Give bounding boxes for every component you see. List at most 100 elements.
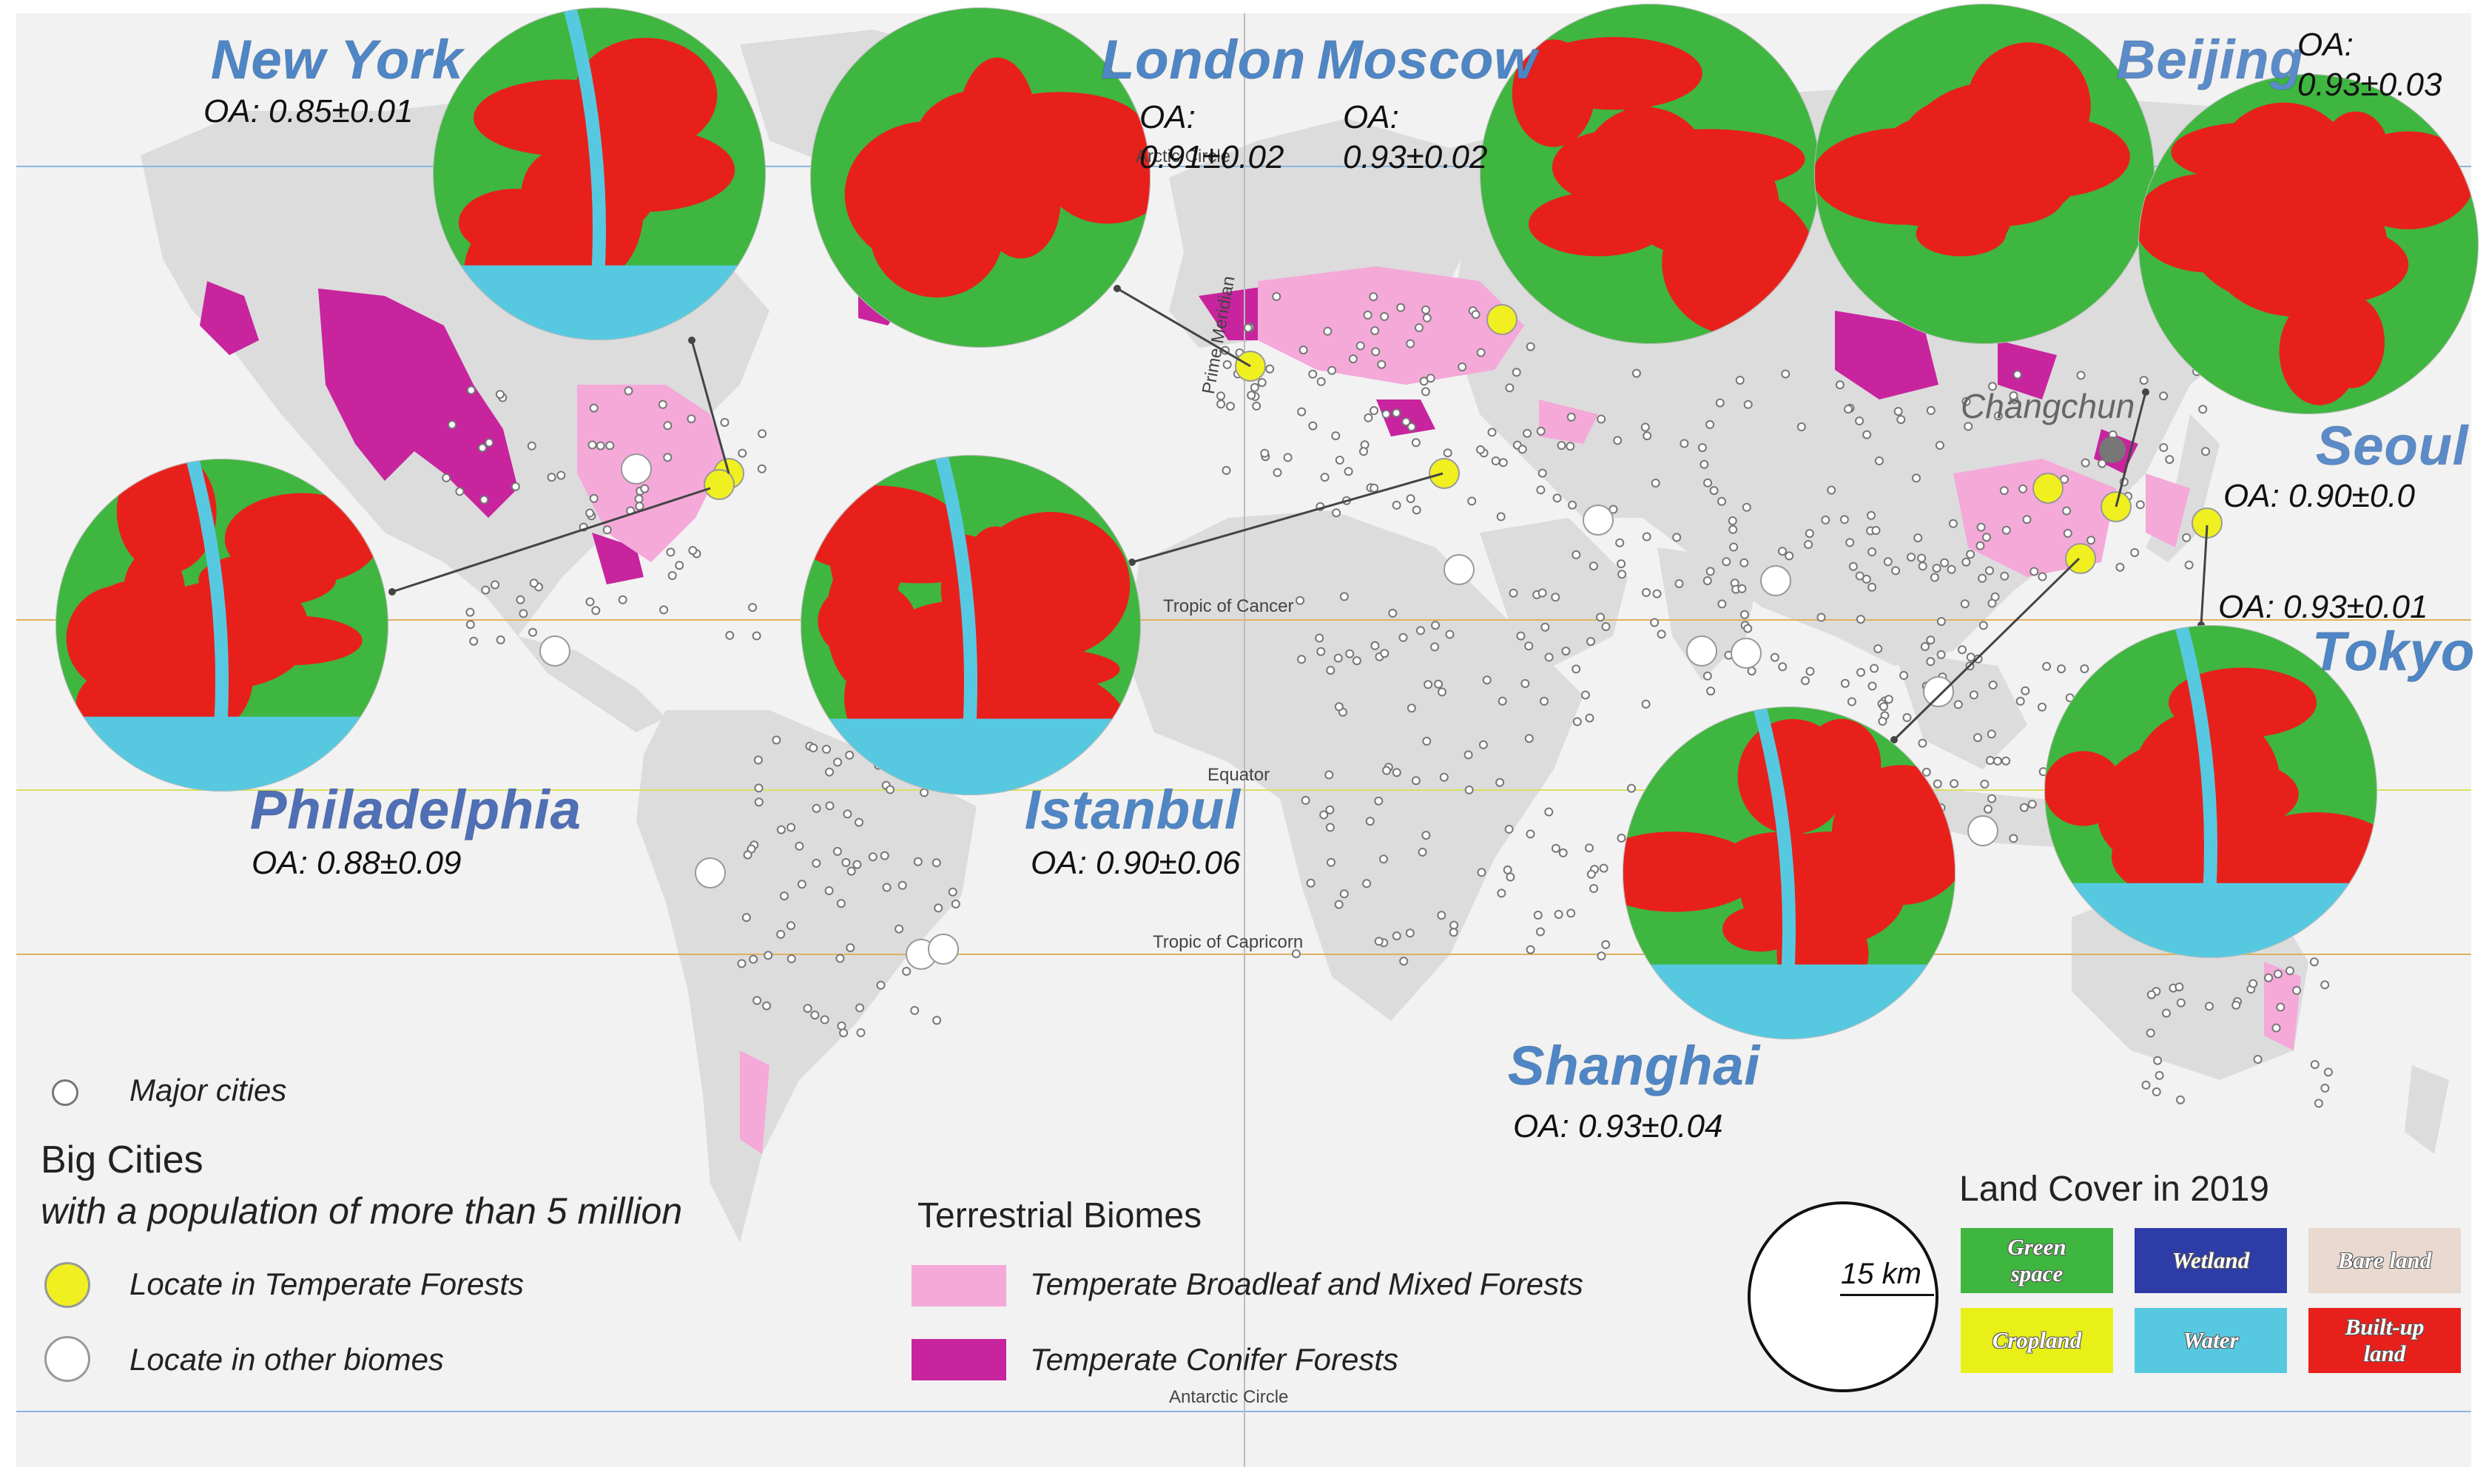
major-city-marker <box>1301 795 1310 805</box>
major-city-marker <box>1526 342 1535 351</box>
major-city-marker <box>1709 486 1719 496</box>
major-city-marker <box>1374 937 1384 946</box>
major-city-marker <box>1544 652 1554 662</box>
major-city-marker <box>1613 436 1623 445</box>
oa-tokyo: OA: 0.93±0.01 <box>2218 589 2428 625</box>
major-city-marker <box>1566 442 1575 451</box>
major-city-marker <box>1641 699 1651 709</box>
major-city-marker <box>2009 834 2018 843</box>
major-city-marker <box>786 921 795 931</box>
major-city-marker <box>1411 776 1421 786</box>
major-city-marker <box>1247 391 1256 400</box>
major-city-marker <box>585 508 595 518</box>
major-city-marker <box>1283 453 1293 462</box>
major-city-marker <box>2175 982 2184 992</box>
legend-conifer-label: Temperate Conifer Forests <box>1030 1342 1398 1377</box>
major-city-marker <box>1873 644 1883 653</box>
major-city-marker <box>1363 310 1372 320</box>
major-city-marker <box>1932 564 1941 573</box>
major-city-marker <box>1651 479 1660 488</box>
major-city-marker <box>1856 667 1865 677</box>
major-city-marker <box>1785 551 1794 561</box>
land-cover-inset-london <box>810 7 1151 348</box>
major-city-marker <box>1415 323 1424 332</box>
major-city-marker <box>1973 733 1982 743</box>
oa-philadelphia: OA: 0.88±0.09 <box>252 845 462 881</box>
major-city-marker <box>1878 717 1887 726</box>
major-city-marker <box>1596 613 1605 622</box>
major-city-marker <box>2320 1083 2330 1093</box>
land-cover-inset-seoul <box>2138 74 2479 414</box>
major-city-marker <box>1370 406 1378 415</box>
major-city-marker <box>2264 973 2274 982</box>
major-city-marker <box>1933 779 1942 789</box>
oa-london: OA: 0.91±0.02 <box>1139 99 1284 175</box>
major-city-marker <box>1260 448 1270 458</box>
major-city-marker <box>2139 376 2149 385</box>
major-city-marker <box>1392 768 1401 778</box>
major-city-marker <box>856 1028 866 1037</box>
major-city-marker <box>547 473 556 482</box>
major-city-marker <box>1308 369 1318 379</box>
major-city-marker <box>1222 465 1231 475</box>
major-city-marker <box>2062 506 2072 516</box>
legend-broadleaf-label: Temperate Broadleaf and Mixed Forests <box>1030 1267 1583 1301</box>
city-name-beijing: Beijing <box>2116 29 2304 91</box>
major-city-marker <box>448 420 457 430</box>
major-city-marker <box>1961 557 1971 567</box>
major-city-marker <box>1566 412 1576 422</box>
major-city-marker <box>2198 405 2208 414</box>
oa-shanghai: OA: 0.93±0.04 <box>1513 1108 1723 1144</box>
major-city-marker <box>1976 522 1986 532</box>
major-city-marker <box>2098 459 2107 468</box>
major-city-marker <box>2248 979 2258 988</box>
major-city-marker <box>2176 998 2186 1008</box>
major-city-marker <box>1918 561 1927 571</box>
major-city-marker <box>1697 443 1707 453</box>
major-city-marker <box>1597 414 1606 424</box>
major-city-marker <box>2063 528 2072 538</box>
major-city-marker <box>602 525 612 535</box>
major-city-marker <box>2162 1008 2171 1018</box>
major-city-marker <box>825 801 835 811</box>
major-city-marker <box>2155 1070 2164 1080</box>
major-city-marker <box>2205 1002 2214 1011</box>
major-city-marker <box>1827 485 1836 495</box>
oa-new-york: OA: 0.85±0.01 <box>203 93 414 129</box>
major-city-marker <box>1926 405 1936 415</box>
connector-arrowhead <box>388 588 396 596</box>
major-city-marker <box>752 996 762 1005</box>
major-city-marker <box>1896 415 1906 425</box>
major-city-marker <box>1953 700 1963 709</box>
major-city-marker <box>754 797 764 807</box>
major-city-marker <box>812 858 821 868</box>
major-city-marker <box>2314 1099 2323 1108</box>
major-city-marker <box>1988 681 1998 689</box>
major-city-marker <box>720 418 730 427</box>
major-city-marker <box>1540 622 1550 632</box>
major-city-marker <box>1398 633 1408 642</box>
major-city-marker <box>835 954 845 963</box>
major-city-marker <box>2022 515 2032 525</box>
major-city-marker <box>2019 803 2029 812</box>
major-city-marker <box>1327 365 1337 375</box>
major-city-marker <box>1936 617 1946 627</box>
major-city-marker <box>635 502 644 511</box>
major-city-marker <box>824 886 834 895</box>
major-city-marker <box>2292 985 2302 995</box>
major-city-marker <box>1893 407 1903 416</box>
legend-broadleaf-swatch <box>912 1265 1006 1306</box>
major-city-marker <box>667 571 677 580</box>
major-city-marker <box>2323 1068 2333 1077</box>
major-city-marker <box>764 951 773 960</box>
major-city-marker <box>832 846 842 856</box>
scale-radius-line <box>1840 1294 1934 1296</box>
land-cover-green-space: Green space <box>1961 1228 2113 1293</box>
major-city-marker <box>1722 557 1731 567</box>
major-city-marker <box>1323 326 1333 336</box>
major-city-marker <box>1326 666 1335 675</box>
major-city-marker <box>1700 459 1709 469</box>
major-city-marker <box>1948 519 1958 528</box>
major-city-marker <box>2001 756 2011 766</box>
